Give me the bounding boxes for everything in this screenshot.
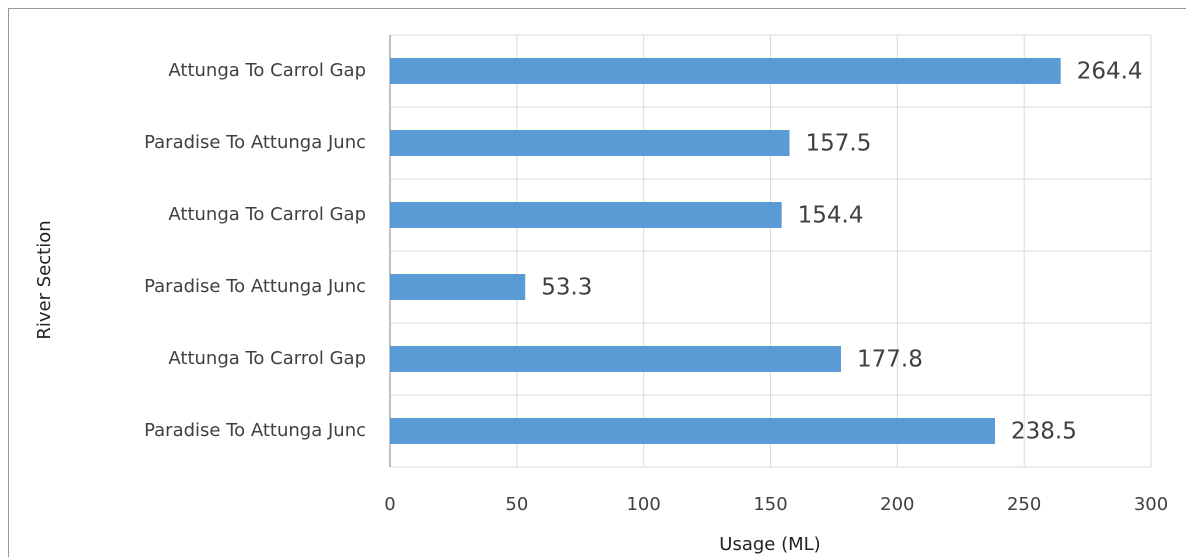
bar <box>390 202 782 228</box>
x-tick-label: 300 <box>1134 494 1168 515</box>
value-label: 238.5 <box>1011 419 1077 445</box>
bar <box>390 346 842 372</box>
y-axis-title: River Section <box>34 220 55 339</box>
value-label: 177.8 <box>857 347 923 373</box>
x-tick-label: 100 <box>626 494 660 515</box>
bar <box>390 58 1061 84</box>
bar <box>390 130 790 156</box>
x-tick-label: 0 <box>384 494 395 515</box>
bar <box>390 418 995 444</box>
x-tick-label: 200 <box>880 494 914 515</box>
value-label: 53.3 <box>541 275 592 301</box>
chart-frame <box>8 8 1186 557</box>
y-tick-label: Attunga To Carrol Gap <box>168 60 366 81</box>
y-tick-label: Paradise To Attunga Junc <box>144 132 366 153</box>
value-label: 157.5 <box>806 131 872 157</box>
x-tick-label: 50 <box>505 494 528 515</box>
value-label: 154.4 <box>798 203 864 229</box>
bar <box>390 274 526 300</box>
y-tick-label: Attunga To Carrol Gap <box>168 348 366 369</box>
y-tick-label: Attunga To Carrol Gap <box>168 204 366 225</box>
value-label: 264.4 <box>1077 59 1143 85</box>
y-tick-label: Paradise To Attunga Junc <box>144 276 366 297</box>
x-axis-title: Usage (ML) <box>719 534 820 555</box>
x-tick-label: 150 <box>753 494 787 515</box>
x-tick-label: 250 <box>1007 494 1041 515</box>
y-tick-label: Paradise To Attunga Junc <box>144 420 366 441</box>
